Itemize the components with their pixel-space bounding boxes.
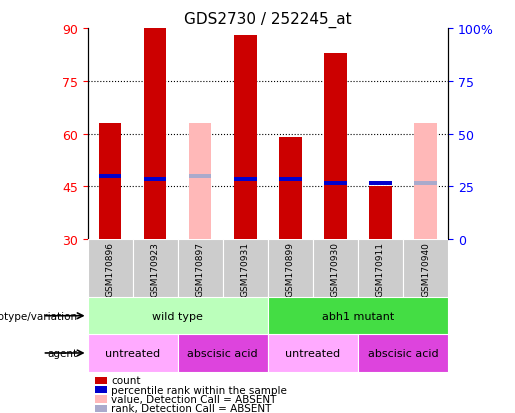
Text: GSM170930: GSM170930 <box>331 241 340 296</box>
Bar <box>414 124 437 240</box>
Bar <box>222 240 268 297</box>
Text: percentile rank within the sample: percentile rank within the sample <box>111 385 287 395</box>
Bar <box>234 178 256 182</box>
Text: value, Detection Call = ABSENT: value, Detection Call = ABSENT <box>111 394 277 404</box>
Text: abscisic acid: abscisic acid <box>187 348 258 358</box>
Bar <box>189 174 212 178</box>
Bar <box>313 240 358 297</box>
Bar <box>358 240 403 297</box>
Text: GSM170896: GSM170896 <box>106 241 114 296</box>
Bar <box>279 138 302 240</box>
Text: GSM170911: GSM170911 <box>376 241 385 296</box>
Bar <box>268 240 313 297</box>
Bar <box>268 335 358 372</box>
Bar <box>189 124 212 240</box>
Text: GSM170940: GSM170940 <box>421 241 430 296</box>
Text: GSM170897: GSM170897 <box>196 241 204 296</box>
Text: wild type: wild type <box>152 311 203 321</box>
Text: agent: agent <box>47 348 77 358</box>
Bar <box>324 54 347 240</box>
Text: untreated: untreated <box>285 348 340 358</box>
Text: GSM170931: GSM170931 <box>241 241 250 296</box>
Text: genotype/variation: genotype/variation <box>0 311 77 321</box>
Bar <box>133 240 178 297</box>
Bar <box>369 181 392 185</box>
Bar <box>95 405 108 412</box>
Bar <box>358 335 448 372</box>
Bar <box>88 240 133 297</box>
Bar <box>99 174 122 178</box>
Bar <box>95 377 108 384</box>
Bar <box>234 178 256 182</box>
Bar <box>268 297 448 335</box>
Bar <box>369 187 392 240</box>
Text: abscisic acid: abscisic acid <box>368 348 438 358</box>
Bar <box>178 240 222 297</box>
Text: untreated: untreated <box>105 348 160 358</box>
Bar <box>144 29 166 240</box>
Bar <box>88 297 268 335</box>
Text: GSM170923: GSM170923 <box>151 241 160 296</box>
Bar <box>95 395 108 403</box>
Bar <box>88 335 178 372</box>
Text: rank, Detection Call = ABSENT: rank, Detection Call = ABSENT <box>111 404 271 413</box>
Bar <box>234 36 256 240</box>
Bar <box>369 181 392 185</box>
Bar <box>95 386 108 394</box>
Bar <box>279 178 302 182</box>
Bar <box>324 181 347 185</box>
Bar <box>144 178 166 182</box>
Text: count: count <box>111 375 141 385</box>
Text: abh1 mutant: abh1 mutant <box>322 311 394 321</box>
Bar <box>99 124 122 240</box>
Bar <box>403 240 448 297</box>
Title: GDS2730 / 252245_at: GDS2730 / 252245_at <box>184 12 352 28</box>
Bar <box>178 335 268 372</box>
Text: GSM170899: GSM170899 <box>286 241 295 296</box>
Bar <box>414 181 437 185</box>
